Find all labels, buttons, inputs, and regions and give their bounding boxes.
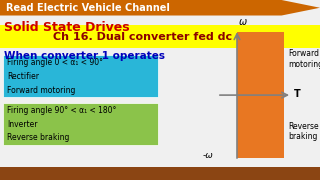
- Text: Reverse
braking: Reverse braking: [288, 122, 319, 141]
- FancyBboxPatch shape: [0, 25, 320, 48]
- FancyBboxPatch shape: [237, 32, 284, 158]
- Text: Ch 16. Dual converter fed dc drive: Ch 16. Dual converter fed dc drive: [52, 32, 268, 42]
- Text: Inverter: Inverter: [7, 120, 37, 129]
- FancyBboxPatch shape: [3, 55, 158, 97]
- Text: Reverse braking: Reverse braking: [7, 133, 69, 142]
- Text: Read Electric Vehicle Channel: Read Electric Vehicle Channel: [6, 3, 170, 13]
- Text: Rectifier: Rectifier: [7, 72, 39, 81]
- Text: T: T: [294, 89, 301, 99]
- Text: When converter 1 operates: When converter 1 operates: [4, 51, 165, 60]
- Text: Firing angle 0 < α₁ < 90°: Firing angle 0 < α₁ < 90°: [7, 58, 103, 67]
- Text: Firing angle 90° < α₁ < 180°: Firing angle 90° < α₁ < 180°: [7, 106, 116, 115]
- FancyBboxPatch shape: [3, 103, 158, 145]
- Text: ω: ω: [239, 17, 247, 27]
- Polygon shape: [0, 0, 320, 15]
- Text: Forward
motoring: Forward motoring: [288, 49, 320, 69]
- FancyBboxPatch shape: [0, 167, 320, 180]
- Text: Forward motoring: Forward motoring: [7, 86, 76, 94]
- Text: -ω: -ω: [202, 151, 213, 160]
- Text: Solid State Drives: Solid State Drives: [4, 21, 130, 34]
